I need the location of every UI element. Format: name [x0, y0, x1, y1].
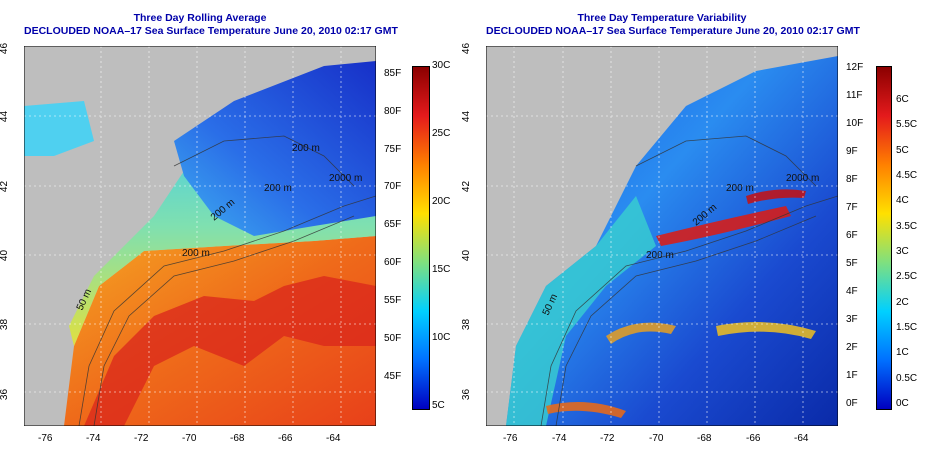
- left-ytick-42: 42: [0, 180, 11, 193]
- right-cbar-f: 0F: [846, 398, 858, 409]
- left-ytick-44: 44: [0, 110, 11, 123]
- left-xtick: -72: [134, 433, 149, 444]
- left-cbar-c: 5C: [432, 400, 445, 411]
- contour-label-2000m: 2000 m: [329, 173, 362, 184]
- left-cbar-f: 60F: [384, 257, 402, 268]
- left-cbar-c: 20C: [432, 196, 451, 207]
- right-cbar-f: 6F: [846, 230, 858, 241]
- right-cbar-f: 2F: [846, 342, 858, 353]
- left-cbar-f: 45F: [384, 371, 402, 382]
- bathymetry-contours: [78, 135, 376, 426]
- right-map: 50 m 200 m 200 m 200 m 2000 m: [486, 46, 838, 426]
- right-xtick: -68: [697, 433, 712, 444]
- right-cbar-f: 12F: [846, 62, 864, 73]
- left-cbar-f: 55F: [384, 295, 402, 306]
- right-cbar-f: 5F: [846, 258, 858, 269]
- right-panel-title: Three Day Temperature Variability: [577, 12, 747, 24]
- right-ytick-44: 44: [461, 110, 473, 123]
- contour-label-200m-c: 200 m: [264, 183, 292, 194]
- right-cbar-c: 2C: [896, 296, 909, 308]
- left-xtick: -68: [230, 433, 245, 444]
- right-cbar-c: 4C: [896, 195, 909, 207]
- left-cbar-c: 30C: [432, 60, 451, 71]
- right-ytick-46: 46: [461, 42, 473, 55]
- right-cbar-c: 5C: [896, 144, 909, 156]
- left-xtick: -70: [182, 433, 197, 444]
- left-cbar-c: 15C: [432, 264, 451, 275]
- right-cbar-c: 4.5C: [896, 170, 918, 181]
- right-xtick: -70: [649, 433, 664, 444]
- high-variability-patches: [546, 189, 816, 418]
- left-ytick-46: 46: [0, 42, 11, 55]
- left-cbar-c: 25C: [432, 128, 451, 139]
- coastal-water: [24, 101, 94, 156]
- right-cbar-c: 5.5C: [896, 119, 918, 131]
- left-panel-title: Three Day Rolling Average: [133, 12, 267, 24]
- right-xtick: -64: [794, 433, 809, 444]
- right-cbar-c: 6C: [896, 94, 909, 105]
- left-map: 50 m 200 m 200 m 200 m 200 m 2000 m: [24, 46, 376, 426]
- right-cbar-f: 3F: [846, 314, 858, 325]
- left-cbar-f: 70F: [384, 181, 402, 192]
- graticule: [486, 46, 838, 426]
- contour-label-2000m: 2000 m: [786, 173, 819, 184]
- right-cbar-c: 0.5C: [896, 372, 918, 384]
- right-cbar-f: 1F: [846, 370, 858, 381]
- contour-label-200m-d: 200 m: [292, 143, 320, 154]
- right-cbar-c: 2.5C: [896, 271, 918, 283]
- left-cbar-f: 85F: [384, 68, 402, 79]
- bathymetry-contours: [540, 135, 838, 426]
- left-xtick: -76: [38, 433, 53, 444]
- right-cbar-c: 3C: [896, 246, 909, 257]
- right-xtick: -76: [503, 433, 518, 444]
- right-xtick: -74: [552, 433, 567, 444]
- right-cbar-c: 3.5C: [896, 220, 918, 232]
- contour-label-200m-c: 200 m: [726, 183, 754, 194]
- gulf-stream: [84, 276, 376, 426]
- right-ytick-38: 38: [461, 318, 473, 331]
- left-cbar-f: 75F: [384, 144, 402, 155]
- left-ytick-36: 36: [0, 388, 11, 401]
- left-cbar-f: 50F: [384, 333, 402, 344]
- right-cbar-f: 9F: [846, 146, 858, 157]
- left-panel-subtitle: DECLOUDED NOAA–17 Sea Surface Temperatur…: [24, 25, 398, 37]
- right-colorbar: [876, 66, 892, 410]
- right-cbar-c: 1.5C: [896, 322, 918, 333]
- contour-label-200m: 200 m: [646, 250, 674, 261]
- right-cbar-f: 8F: [846, 174, 858, 185]
- right-cbar-f: 11F: [846, 90, 863, 101]
- left-cbar-f: 65F: [384, 219, 402, 230]
- right-xtick: -66: [746, 433, 761, 444]
- graticule: [24, 46, 376, 426]
- left-cbar-c: 10C: [432, 332, 451, 343]
- contour-label-200m: 200 m: [182, 248, 210, 259]
- right-cbar-f: 7F: [846, 202, 858, 213]
- left-xtick: -74: [86, 433, 101, 444]
- shelf-variability: [506, 196, 656, 426]
- right-panel-subtitle: DECLOUDED NOAA–17 Sea Surface Temperatur…: [486, 25, 860, 37]
- cold-water: [174, 61, 376, 236]
- right-cbar-f: 4F: [846, 286, 858, 297]
- right-cbar-f: 10F: [846, 118, 864, 129]
- right-ytick-42: 42: [461, 180, 473, 193]
- left-cbar-f: 80F: [384, 106, 402, 117]
- left-xtick: -66: [278, 433, 293, 444]
- left-ytick-40: 40: [0, 249, 11, 262]
- left-ytick-38: 38: [0, 318, 11, 331]
- right-xtick: -72: [600, 433, 615, 444]
- right-ytick-40: 40: [461, 249, 473, 262]
- right-cbar-c: 0C: [896, 398, 909, 409]
- left-xtick: -64: [326, 433, 341, 444]
- right-cbar-c: 1C: [896, 347, 909, 359]
- left-colorbar: [412, 66, 430, 410]
- right-ytick-36: 36: [461, 388, 473, 401]
